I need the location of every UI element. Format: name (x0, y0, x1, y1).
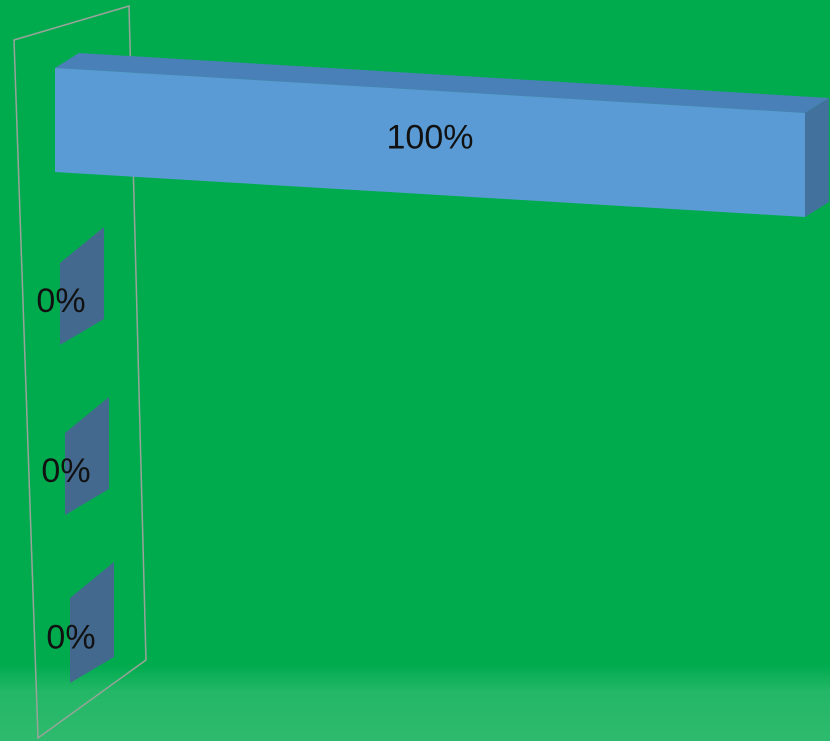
bar-value-label: 0% (46, 618, 95, 656)
bar (70, 562, 114, 683)
bar-side-face (805, 98, 829, 217)
bar (65, 397, 109, 515)
bar (60, 227, 104, 345)
floor-band (0, 665, 830, 741)
bars (55, 53, 829, 683)
chart-back-wall (13, 5, 147, 740)
bar-top-face (55, 53, 829, 113)
bar-value-label: 0% (36, 282, 85, 320)
data-labels: 100% 0% 0% 0% (36, 118, 473, 656)
bar-value-label: 0% (41, 452, 90, 490)
bar (55, 68, 805, 217)
bar-value-label: 100% (387, 118, 474, 156)
chart-wall-outline (13, 5, 147, 740)
